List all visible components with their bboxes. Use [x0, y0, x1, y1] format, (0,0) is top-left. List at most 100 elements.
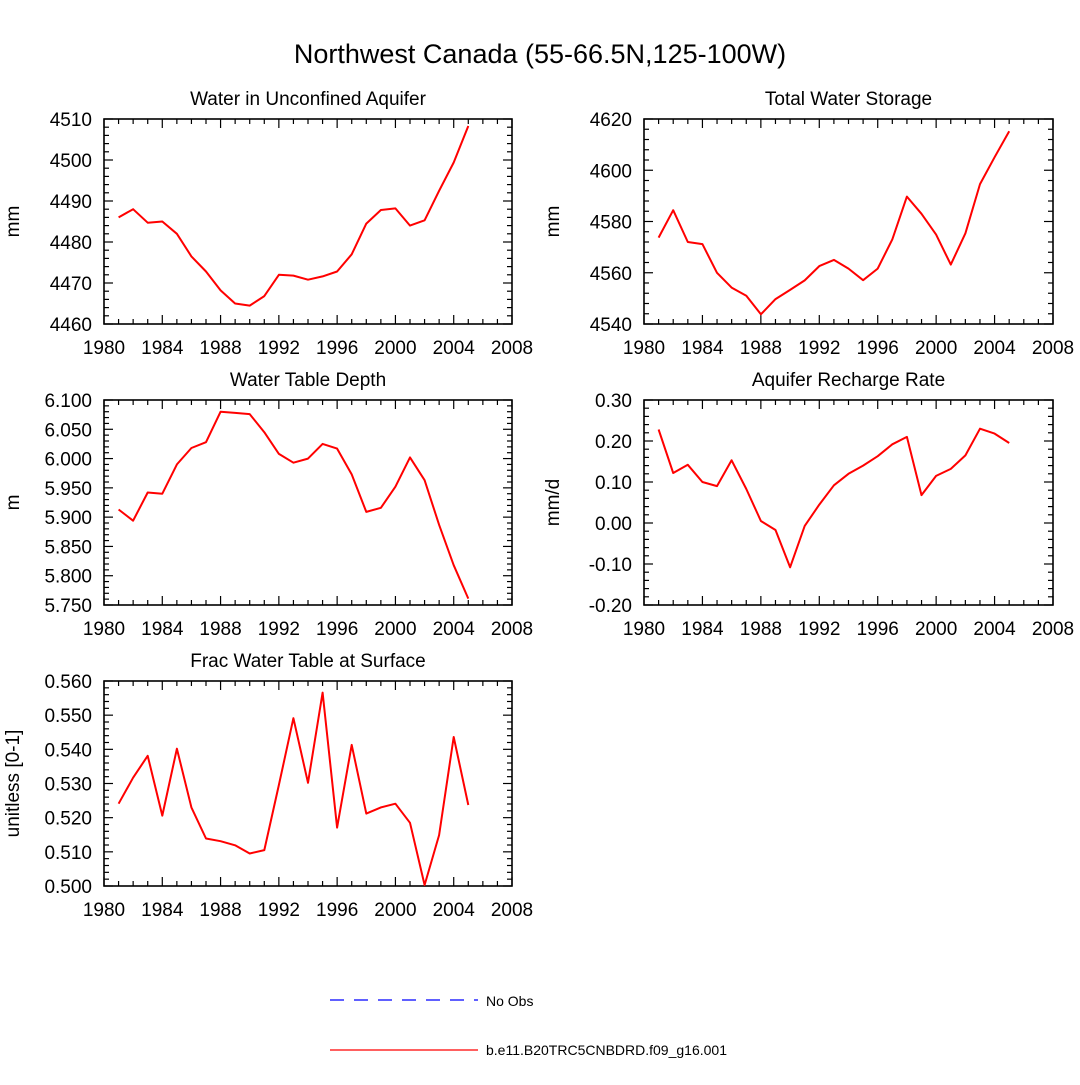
y-tick-label: 5.950 [44, 479, 92, 500]
y-tick-label: 6.100 [44, 391, 92, 412]
y-tick-label: 5.900 [44, 508, 92, 529]
x-tick-label: 2008 [1032, 619, 1074, 640]
chart-panel-1: Water in Unconfined Aquifer mm 1980 1984 198… [3, 89, 533, 359]
legend-model-label: b.e11.B20TRC5CNBDRD.f09_g16.001 [486, 1042, 727, 1058]
y-tick-label: 0.500 [44, 877, 92, 898]
x-tick-label: 2008 [1032, 338, 1074, 359]
y-tick-label: 0.530 [44, 775, 92, 796]
x-tick-label: 2004 [973, 619, 1016, 640]
x-tick-label: 2004 [973, 338, 1016, 359]
y-tick-label: 0.10 [595, 473, 632, 494]
y-tick-label: 5.850 [44, 537, 92, 558]
series-line [657, 427, 1010, 569]
x-tick-label: 1996 [316, 338, 358, 359]
series-line [117, 691, 470, 886]
chart-title: Aquifer Recharge Rate [752, 370, 945, 391]
page-title: Northwest Canada (55-66.5N,125-100W) [294, 39, 786, 69]
chart-title: Water Table Depth [230, 370, 386, 391]
x-tick-label: 1988 [199, 338, 241, 359]
y-tick-label: 0.30 [595, 391, 632, 412]
x-tick-label: 1996 [316, 619, 358, 640]
y-tick-label: 5.750 [44, 596, 92, 617]
x-tick-label: 1980 [83, 900, 125, 921]
x-tick-label: 1980 [623, 338, 665, 359]
plot-frame [643, 118, 1054, 325]
y-tick-label: 4470 [50, 274, 92, 295]
y-tick-label: -0.10 [589, 555, 632, 576]
chart-panel-5: Frac Water Table at Surface unitless [0-1… [3, 651, 533, 921]
chart-title: Total Water Storage [765, 89, 932, 110]
x-tick-label: 2000 [374, 619, 416, 640]
x-tick-label: 1992 [258, 619, 300, 640]
series-line [117, 410, 470, 600]
x-tick-label: 1984 [681, 338, 724, 359]
y-tick-label: 0.00 [595, 514, 632, 535]
x-tick-label: 1984 [141, 900, 184, 921]
y-tick-label: 0.510 [44, 843, 92, 864]
x-tick-label: 1988 [199, 619, 241, 640]
y-axis-label: mm/d [543, 479, 564, 527]
y-tick-label: 6.050 [44, 420, 92, 441]
y-tick-label: 4500 [50, 151, 92, 172]
x-tick-label: 2000 [915, 338, 957, 359]
x-tick-label: 2000 [374, 338, 416, 359]
y-tick-label: 4480 [50, 233, 92, 254]
x-tick-label: 2004 [433, 338, 476, 359]
y-tick-label: -0.20 [589, 596, 632, 617]
x-tick-label: 1980 [83, 619, 125, 640]
chart-title: Water in Unconfined Aquifer [190, 89, 427, 110]
y-tick-label: 4560 [590, 264, 632, 285]
legend: No Obs b.e11.B20TRC5CNBDRD.f09_g16.001 [330, 993, 727, 1058]
y-tick-label: 0.520 [44, 809, 92, 830]
y-axis-label: mm [3, 206, 24, 238]
y-tick-label: 6.000 [44, 450, 92, 471]
y-tick-label: 4510 [50, 110, 92, 131]
y-axis-label: m [3, 495, 24, 511]
x-tick-label: 1992 [798, 619, 840, 640]
chart-panel-4: Aquifer Recharge Rate mm/d 1980 1984 1988 199… [543, 370, 1074, 640]
y-tick-label: 0.540 [44, 740, 92, 761]
series-line [657, 130, 1011, 316]
x-tick-label: 2008 [491, 900, 533, 921]
x-tick-label: 1988 [199, 900, 241, 921]
y-tick-label: 0.20 [595, 432, 632, 453]
y-tick-label: 4580 [590, 213, 632, 234]
x-tick-label: 1984 [141, 338, 184, 359]
series-line [118, 125, 470, 307]
x-tick-label: 1984 [141, 619, 184, 640]
x-tick-label: 2004 [433, 619, 476, 640]
y-axis-label: mm [543, 206, 564, 238]
x-tick-label: 2000 [374, 900, 416, 921]
y-tick-label: 4490 [50, 192, 92, 213]
x-tick-label: 2004 [433, 900, 476, 921]
x-tick-label: 1996 [857, 338, 899, 359]
chart-panel-2: Total Water Storage mm 1980 1984 1988 1992 199… [543, 89, 1074, 359]
y-axis-label: unitless [0-1] [3, 730, 24, 838]
plot-frame [643, 399, 1054, 606]
y-tick-label: 4540 [590, 315, 632, 336]
y-tick-label: 5.800 [44, 567, 92, 588]
chart-panels: Water in Unconfined Aquifer mm 1980 1984 198… [3, 89, 1074, 921]
x-tick-label: 1992 [258, 900, 300, 921]
chart-panel-3: Water Table Depth m 1980 1984 1988 1992 1996 20… [3, 370, 533, 640]
x-tick-label: 1988 [740, 338, 782, 359]
x-tick-label: 1984 [681, 619, 724, 640]
x-tick-label: 1992 [258, 338, 300, 359]
y-tick-label: 4600 [590, 161, 632, 182]
x-tick-label: 2008 [491, 338, 533, 359]
y-tick-label: 4620 [590, 110, 632, 131]
y-tick-label: 0.550 [44, 706, 92, 727]
plot-frame [103, 118, 513, 325]
y-tick-label: 0.560 [44, 672, 92, 693]
x-tick-label: 1996 [316, 900, 358, 921]
legend-obs-label: No Obs [486, 993, 533, 1009]
x-tick-label: 1980 [623, 619, 665, 640]
x-tick-label: 2000 [915, 619, 957, 640]
plot-frame [103, 399, 513, 606]
x-tick-label: 2008 [491, 619, 533, 640]
x-tick-label: 1992 [798, 338, 840, 359]
x-tick-label: 1996 [857, 619, 899, 640]
x-tick-label: 1988 [740, 619, 782, 640]
